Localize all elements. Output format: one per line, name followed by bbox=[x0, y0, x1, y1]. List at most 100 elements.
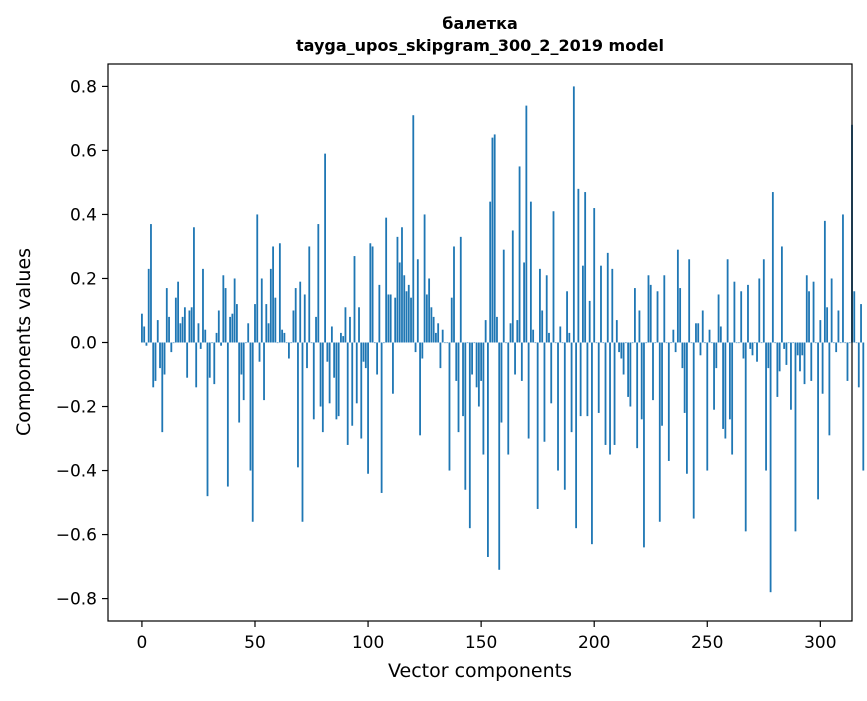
bar-137 bbox=[450, 297, 453, 343]
axes-layer: 0 50 100 150 200 250 300 −0.8 −0.6 −0.4 −0.2 0.0 0.2… bbox=[56, 63, 853, 653]
bar-114 bbox=[398, 262, 401, 343]
bar-44 bbox=[240, 342, 243, 375]
bar-254 bbox=[715, 342, 718, 369]
bar-66 bbox=[290, 342, 293, 344]
bar-218 bbox=[634, 288, 636, 343]
y-axis-label: Components values bbox=[13, 248, 35, 436]
bar-264 bbox=[738, 342, 740, 344]
bar-145 bbox=[468, 342, 471, 529]
bar-10 bbox=[163, 342, 166, 375]
bar-179 bbox=[545, 275, 548, 343]
bar-128 bbox=[430, 307, 433, 343]
bar-234 bbox=[670, 342, 672, 344]
x-tick-label-300: 300 bbox=[804, 633, 836, 653]
bar-35 bbox=[220, 342, 222, 346]
bar-237 bbox=[676, 249, 679, 343]
bar-309 bbox=[839, 342, 842, 344]
bar-41 bbox=[233, 278, 236, 343]
bar-281 bbox=[776, 342, 779, 397]
bar-154 bbox=[489, 201, 492, 343]
bar-78 bbox=[317, 224, 320, 343]
bar-190 bbox=[570, 342, 573, 433]
bar-85 bbox=[333, 342, 336, 378]
bar-205 bbox=[604, 342, 607, 445]
bar-24 bbox=[195, 342, 198, 388]
bar-284 bbox=[783, 342, 786, 349]
bar-240 bbox=[683, 342, 686, 413]
bar-96 bbox=[358, 307, 360, 343]
bar-225 bbox=[649, 284, 652, 343]
bar-131 bbox=[437, 323, 440, 343]
bar-239 bbox=[681, 342, 684, 369]
bar-1 bbox=[143, 326, 146, 343]
bar-71 bbox=[301, 342, 304, 522]
bar-38 bbox=[226, 342, 229, 487]
bar-207 bbox=[609, 342, 611, 455]
bar-53 bbox=[260, 278, 263, 343]
bar-302 bbox=[823, 220, 826, 343]
bar-118 bbox=[407, 284, 410, 343]
bar-97 bbox=[360, 342, 363, 439]
bar-19 bbox=[183, 307, 186, 343]
bar-255 bbox=[717, 294, 720, 343]
bar-272 bbox=[756, 342, 758, 362]
bar-74 bbox=[308, 246, 311, 343]
bar-164 bbox=[511, 230, 514, 343]
bar-217 bbox=[631, 342, 634, 344]
bar-132 bbox=[439, 342, 442, 369]
bar-72 bbox=[303, 294, 306, 343]
bar-252 bbox=[710, 342, 713, 344]
bar-73 bbox=[306, 342, 308, 369]
bar-274 bbox=[760, 342, 763, 344]
bar-134 bbox=[444, 342, 446, 344]
bar-311 bbox=[844, 342, 847, 344]
x-tick-label-50: 50 bbox=[244, 633, 266, 653]
bar-172 bbox=[529, 201, 532, 343]
bar-18 bbox=[181, 316, 184, 343]
bar-100 bbox=[367, 342, 369, 474]
bar-317 bbox=[857, 342, 860, 388]
bar-273 bbox=[758, 278, 761, 343]
bar-233 bbox=[667, 342, 670, 461]
bar-104 bbox=[376, 342, 379, 375]
bar-152 bbox=[484, 320, 487, 343]
bar-315 bbox=[853, 291, 856, 343]
bar-102 bbox=[371, 246, 374, 343]
bar-130 bbox=[435, 332, 437, 343]
bar-67 bbox=[292, 310, 295, 343]
bar-268 bbox=[747, 284, 749, 343]
bar-43 bbox=[238, 342, 241, 423]
bar-113 bbox=[396, 236, 399, 343]
bar-103 bbox=[373, 342, 376, 344]
bar-313 bbox=[848, 342, 851, 344]
bar-34 bbox=[217, 310, 220, 343]
bar-296 bbox=[810, 342, 813, 381]
bar-181 bbox=[550, 342, 553, 404]
bar-27 bbox=[202, 268, 204, 343]
bar-261 bbox=[731, 342, 734, 455]
bar-229 bbox=[658, 342, 661, 522]
bar-105 bbox=[378, 284, 381, 343]
bar-262 bbox=[733, 281, 736, 343]
bar-20 bbox=[186, 342, 189, 378]
bar-62 bbox=[281, 329, 284, 343]
bar-116 bbox=[403, 275, 406, 343]
bar-36 bbox=[222, 275, 225, 343]
bar-163 bbox=[509, 323, 512, 343]
bar-149 bbox=[477, 342, 480, 407]
bar-166 bbox=[516, 320, 519, 343]
bar-316 bbox=[855, 342, 858, 344]
bar-51 bbox=[256, 214, 259, 343]
bar-246 bbox=[697, 323, 700, 343]
bar-111 bbox=[392, 342, 394, 394]
bar-29 bbox=[206, 342, 209, 497]
bar-310 bbox=[842, 214, 844, 343]
bar-288 bbox=[792, 342, 795, 344]
bar-82 bbox=[326, 342, 329, 362]
bar-277 bbox=[767, 342, 770, 369]
bar-192 bbox=[575, 342, 578, 529]
bar-158 bbox=[498, 342, 501, 570]
bar-168 bbox=[520, 342, 523, 381]
bar-46 bbox=[245, 342, 247, 344]
